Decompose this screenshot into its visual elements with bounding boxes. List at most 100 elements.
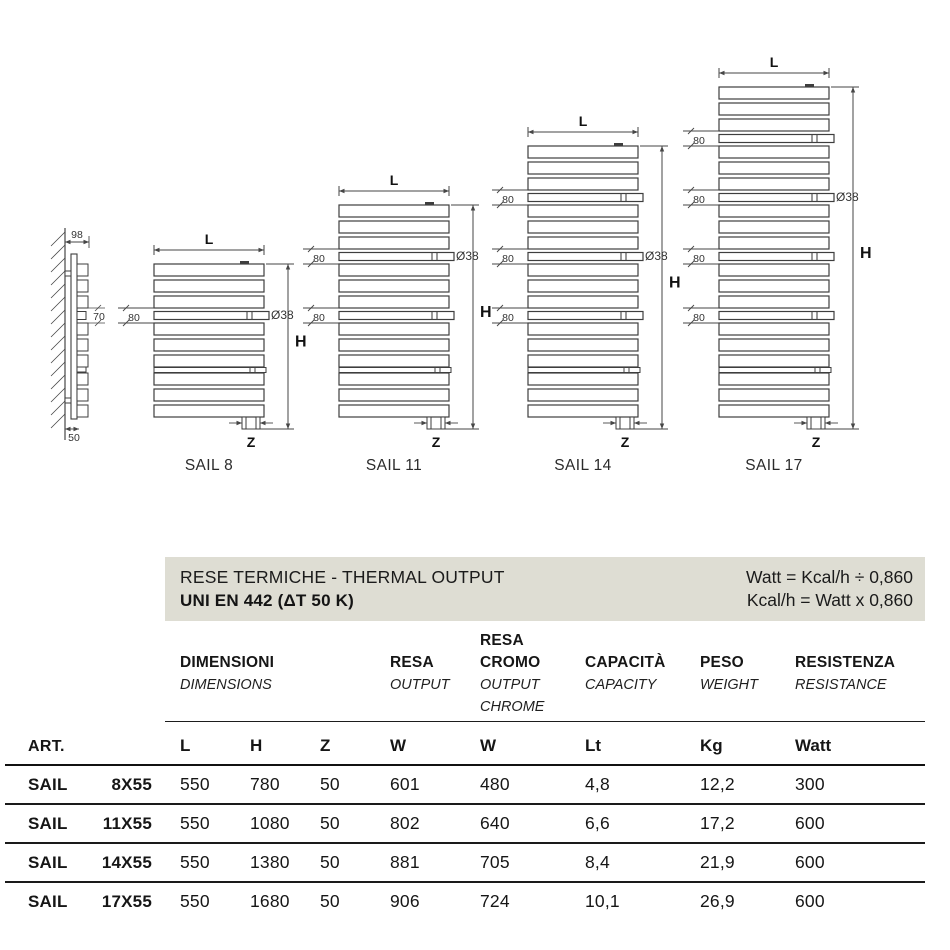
dim-label-80: 80 <box>693 253 705 265</box>
spec-table: DIMENSIONI DIMENSIONS RESA OUTPUT RESA C… <box>5 630 925 920</box>
value-cell: 50 <box>320 891 340 911</box>
value-cell: 50 <box>320 852 340 872</box>
value-cell: 21,9 <box>700 852 735 872</box>
thermal-output-header: RESE TERMICHE - THERMAL OUTPUT UNI EN 44… <box>165 557 925 621</box>
article-prefix: SAIL <box>28 813 68 833</box>
article-size: 8X55 <box>111 774 152 794</box>
dim-label-Z: Z <box>247 434 256 450</box>
dim-label-diameter: Ø38 <box>836 190 859 204</box>
article-prefix: SAIL <box>28 891 68 911</box>
dim-label-80: 80 <box>502 194 514 206</box>
value-cell: 802 <box>390 813 420 833</box>
group-dimensions: DIMENSIONI DIMENSIONS <box>165 652 375 726</box>
article-cell: SAIL 17X55 <box>28 892 152 912</box>
dim-label-L: L <box>770 54 779 70</box>
dim-label-Z: Z <box>432 434 441 450</box>
value-cell: 600 <box>795 852 825 872</box>
value-cell: 50 <box>320 774 340 794</box>
value-cell: 906 <box>390 891 420 911</box>
thermal-title-block: RESE TERMICHE - THERMAL OUTPUT UNI EN 44… <box>180 566 505 621</box>
column-header-L: L <box>180 736 191 755</box>
column-header-W: W <box>390 736 407 755</box>
group-capacity: CAPACITÀ CAPACITY <box>570 652 685 726</box>
dim-label-Z: Z <box>621 434 630 450</box>
value-cell: 1680 <box>250 891 290 911</box>
value-cell: 550 <box>180 852 210 872</box>
value-cell: 10,1 <box>585 891 620 911</box>
dim-label-98: 98 <box>71 229 83 241</box>
radiator-diagram-sail-14: L 80 80 Ø38 80 H Z <box>492 113 681 450</box>
group-resistance-en: RESISTANCE <box>795 677 887 693</box>
value-cell: 300 <box>795 774 825 794</box>
value-cell: 550 <box>180 774 210 794</box>
value-cell: 1080 <box>250 813 290 833</box>
radiator-diagram-sail-11: L 80 Ø38 80 H Z <box>303 172 492 450</box>
table-row: SAIL 14X55 550 1380 50 881 705 8,4 21,9 600 <box>5 844 925 883</box>
dim-label-80: 80 <box>693 312 705 324</box>
dim-label-diameter: Ø38 <box>645 249 668 263</box>
dim-label-80: 80 <box>502 253 514 265</box>
table-row: SAIL 17X55 550 1680 50 906 724 10,1 26,9 600 <box>5 883 925 920</box>
value-cell: 4,8 <box>585 774 610 794</box>
article-cell: SAIL 14X55 <box>28 853 152 873</box>
group-output-chrome-en1: OUTPUT <box>480 677 540 693</box>
value-cell: 26,9 <box>700 891 735 911</box>
group-output-chrome-it2: CROMO <box>480 654 541 671</box>
dim-label-50: 50 <box>68 432 80 444</box>
group-output: RESA OUTPUT <box>375 652 465 726</box>
dim-label-80: 80 <box>502 312 514 324</box>
conversion-formulas: Watt = Kcal/h ÷ 0,860 Kcal/h = Watt x 0,… <box>746 566 913 621</box>
thermal-standard: UNI EN 442 (ΔT 50 K) <box>180 591 354 610</box>
dim-label-H: H <box>295 334 307 351</box>
value-cell: 550 <box>180 813 210 833</box>
group-output-it: RESA <box>390 654 434 671</box>
group-output-chrome: RESA CROMO OUTPUT CHROME <box>465 630 570 726</box>
value-cell: 724 <box>480 891 510 911</box>
dim-label-80: 80 <box>128 312 140 324</box>
column-header-H: H <box>250 736 263 755</box>
table-row: SAIL 8X55 550 780 50 601 480 4,8 12,2 300 <box>5 766 925 805</box>
radiator-caption-sail-14: SAIL 14 <box>554 457 612 474</box>
value-cell: 50 <box>320 813 340 833</box>
table-row: SAIL 11X55 550 1080 50 802 640 6,6 17,2 600 <box>5 805 925 844</box>
group-dimensions-en: DIMENSIONS <box>180 677 272 693</box>
column-header-art: ART. <box>28 738 65 755</box>
article-size: 11X55 <box>102 813 152 833</box>
dim-label-80: 80 <box>693 135 705 147</box>
value-cell: 881 <box>390 852 420 872</box>
dim-label-diameter: Ø38 <box>456 249 479 263</box>
group-output-chrome-en2: CHROME <box>480 699 545 715</box>
group-output-en: OUTPUT <box>390 677 450 693</box>
radiator-caption-sail-17: SAIL 17 <box>745 457 803 474</box>
group-weight: PESO WEIGHT <box>685 652 780 726</box>
group-output-chrome-it1: RESA <box>480 632 524 649</box>
dim-label-80: 80 <box>693 194 705 206</box>
value-cell: 780 <box>250 774 280 794</box>
dim-label-H: H <box>860 245 872 262</box>
article-prefix: SAIL <box>28 774 68 794</box>
dim-label-H: H <box>480 304 492 321</box>
value-cell: 12,2 <box>700 774 735 794</box>
group-weight-it: PESO <box>700 654 744 671</box>
table-body: SAIL 8X55 550 780 50 601 480 4,8 12,2 300 SAIL 11X5… <box>5 766 925 920</box>
value-cell: 1380 <box>250 852 290 872</box>
column-header-W-chrome: W <box>480 736 497 755</box>
dim-label-H: H <box>669 275 681 292</box>
radiator-diagram-sail-17: L 80 80 Ø38 80 80 H Z <box>683 54 872 450</box>
value-cell: 480 <box>480 774 510 794</box>
group-resistance-it: RESISTENZA <box>795 654 896 671</box>
value-cell: 8,4 <box>585 852 610 872</box>
article-cell: SAIL 8X55 <box>28 775 152 795</box>
column-header-Lt: Lt <box>585 736 602 755</box>
article-size: 17X55 <box>101 891 152 911</box>
dim-label-80: 80 <box>313 253 325 265</box>
value-cell: 601 <box>390 774 420 794</box>
column-header-Kg: Kg <box>700 736 723 755</box>
dim-label-L: L <box>390 172 399 188</box>
value-cell: 600 <box>795 813 825 833</box>
table-group-header-row: DIMENSIONI DIMENSIONS RESA OUTPUT RESA C… <box>5 630 925 722</box>
value-cell: 17,2 <box>700 813 735 833</box>
group-capacity-it: CAPACITÀ <box>585 654 666 671</box>
